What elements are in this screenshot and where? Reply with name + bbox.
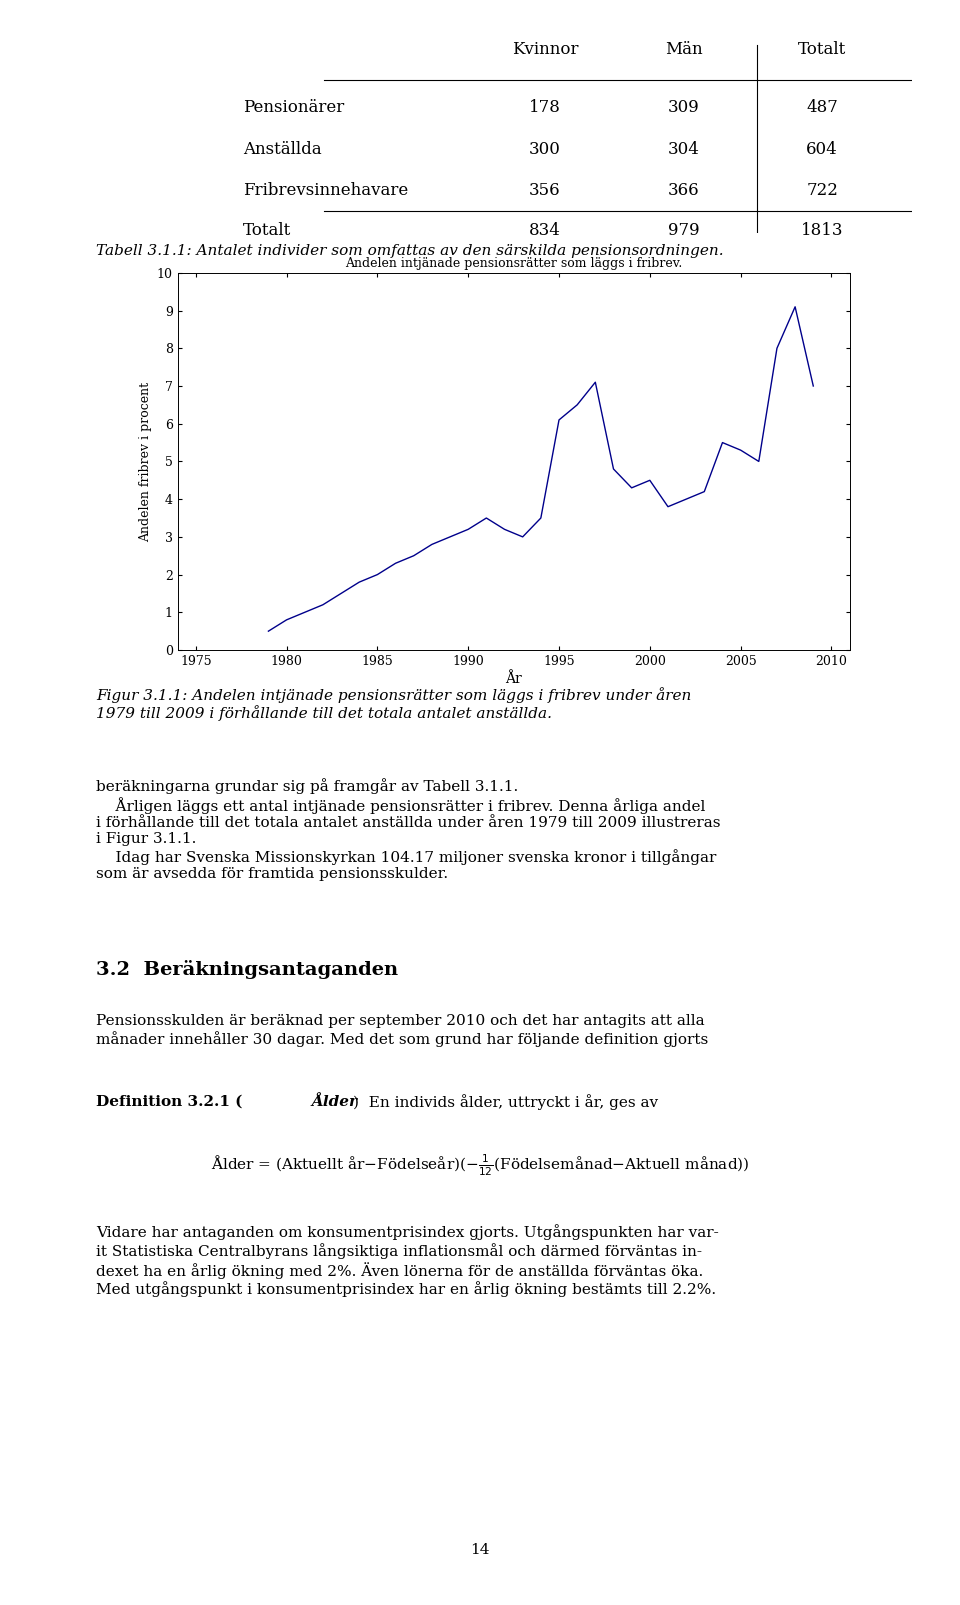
Text: Vidare har antaganden om konsumentprisindex gjorts. Utgångspunkten har var-
it S: Vidare har antaganden om konsumentprisin… — [96, 1225, 719, 1297]
Text: Ålder = (Aktuellt år−Födelseår)(−$\frac{1}{12}$(Födelsemånad−Aktuell månad)): Ålder = (Aktuellt år−Födelseår)(−$\frac{… — [211, 1152, 749, 1178]
Text: 834: 834 — [529, 221, 561, 239]
Text: 309: 309 — [667, 100, 700, 116]
Text: 356: 356 — [529, 183, 561, 199]
Text: Pensionsskulden är beräknad per september 2010 och det har antagits att alla
mån: Pensionsskulden är beräknad per septembe… — [96, 1014, 708, 1046]
Text: 304: 304 — [667, 141, 700, 157]
Text: Definition 3.2.1 (: Definition 3.2.1 ( — [96, 1095, 242, 1109]
Text: 979: 979 — [668, 221, 699, 239]
Text: 722: 722 — [806, 183, 838, 199]
Text: 14: 14 — [470, 1542, 490, 1557]
Text: Anställda: Anställda — [243, 141, 322, 157]
Text: 487: 487 — [806, 100, 838, 116]
Text: Män: Män — [664, 40, 703, 58]
Text: Pensionärer: Pensionärer — [243, 100, 344, 116]
Title: Andelen intjänade pensionsrätter som läggs i fribrev.: Andelen intjänade pensionsrätter som läg… — [345, 257, 683, 270]
Text: 300: 300 — [529, 141, 561, 157]
Text: Tabell 3.1.1: Antalet individer som omfattas av den särskilda pensionsordningen.: Tabell 3.1.1: Antalet individer som omfa… — [96, 244, 724, 258]
Text: 604: 604 — [806, 141, 838, 157]
Text: 178: 178 — [529, 100, 561, 116]
Text: 1813: 1813 — [801, 221, 844, 239]
Text: 366: 366 — [668, 183, 699, 199]
Text: Ålder: Ålder — [311, 1095, 357, 1109]
Text: Figur 3.1.1: Andelen intjänade pensionsrätter som läggs i fribrev under åren
197: Figur 3.1.1: Andelen intjänade pensionsr… — [96, 687, 691, 721]
Text: beräkningarna grundar sig på framgår av Tabell 3.1.1.
    Årligen läggs ett anta: beräkningarna grundar sig på framgår av … — [96, 778, 721, 881]
Y-axis label: Andelen fribrev i procent: Andelen fribrev i procent — [139, 382, 153, 541]
Text: Totalt: Totalt — [798, 40, 847, 58]
Text: 3.2  Beräkningsantaganden: 3.2 Beräkningsantaganden — [96, 960, 398, 979]
Text: )  En individs ålder, uttryckt i år, ges av: ) En individs ålder, uttryckt i år, ges … — [353, 1095, 659, 1111]
Text: Fribrevsinnehavare: Fribrevsinnehavare — [243, 183, 408, 199]
Text: Totalt: Totalt — [243, 221, 291, 239]
X-axis label: År: År — [505, 672, 522, 685]
Text: Kvinnor: Kvinnor — [512, 40, 578, 58]
